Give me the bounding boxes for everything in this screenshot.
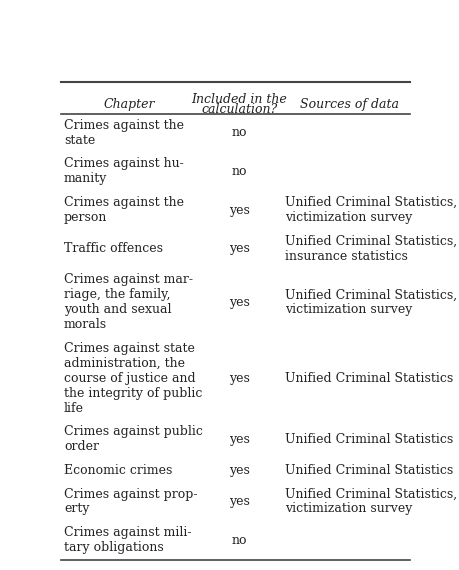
Text: Crimes against state: Crimes against state	[64, 342, 194, 355]
Text: victimization survey: victimization survey	[284, 503, 411, 515]
Text: yes: yes	[229, 203, 249, 217]
Text: youth and sexual: youth and sexual	[64, 303, 171, 316]
Text: yes: yes	[229, 433, 249, 446]
Text: yes: yes	[229, 372, 249, 385]
Text: Unified Criminal Statistics,: Unified Criminal Statistics,	[284, 196, 456, 209]
Text: Unified Criminal Statistics,: Unified Criminal Statistics,	[284, 288, 456, 302]
Text: Chapter: Chapter	[103, 98, 154, 111]
Text: life: life	[64, 401, 84, 414]
Text: tary obligations: tary obligations	[64, 541, 163, 554]
Text: victimization survey: victimization survey	[284, 303, 411, 316]
Text: Crimes against the: Crimes against the	[64, 196, 184, 209]
Text: erty: erty	[64, 503, 89, 515]
Text: Unified Criminal Statistics: Unified Criminal Statistics	[284, 464, 452, 477]
Text: calculation?: calculation?	[201, 103, 277, 116]
Text: yes: yes	[229, 464, 249, 477]
Text: victimization survey: victimization survey	[284, 211, 411, 224]
Text: morals: morals	[64, 318, 107, 331]
Text: yes: yes	[229, 296, 249, 309]
Text: no: no	[231, 165, 246, 178]
Text: Sources of data: Sources of data	[300, 98, 398, 111]
Text: Economic crimes: Economic crimes	[64, 464, 172, 477]
Text: Unified Criminal Statistics: Unified Criminal Statistics	[284, 433, 452, 446]
Text: order: order	[64, 440, 99, 453]
Text: Crimes against hu-: Crimes against hu-	[64, 157, 183, 170]
Text: Included in the: Included in the	[191, 93, 286, 106]
Text: insurance statistics: insurance statistics	[284, 250, 407, 263]
Text: Unified Criminal Statistics,: Unified Criminal Statistics,	[284, 487, 456, 500]
Text: Crimes against prop-: Crimes against prop-	[64, 487, 197, 500]
Text: manity: manity	[64, 172, 107, 185]
Text: person: person	[64, 211, 107, 224]
Text: riage, the family,: riage, the family,	[64, 288, 170, 302]
Text: Unified Criminal Statistics,: Unified Criminal Statistics,	[284, 235, 456, 248]
Text: Crimes against mili-: Crimes against mili-	[64, 526, 191, 539]
Text: state: state	[64, 134, 95, 147]
Text: no: no	[231, 127, 246, 139]
Text: the integrity of public: the integrity of public	[64, 386, 202, 400]
Text: course of justice and: course of justice and	[64, 372, 195, 385]
Text: Crimes against mar-: Crimes against mar-	[64, 274, 192, 286]
Text: Crimes against the: Crimes against the	[64, 119, 184, 132]
Text: Traffic offences: Traffic offences	[64, 242, 162, 255]
Text: administration, the: administration, the	[64, 357, 185, 370]
Text: Unified Criminal Statistics: Unified Criminal Statistics	[284, 372, 452, 385]
Text: no: no	[231, 534, 246, 547]
Text: yes: yes	[229, 495, 249, 508]
Text: yes: yes	[229, 242, 249, 255]
Text: Crimes against public: Crimes against public	[64, 425, 202, 438]
